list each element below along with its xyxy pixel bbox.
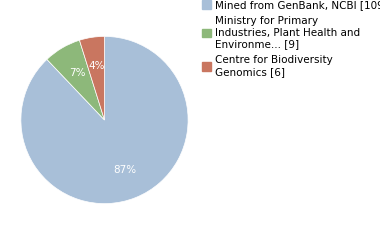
Wedge shape <box>21 36 188 204</box>
Text: 4%: 4% <box>88 61 105 71</box>
Legend: Mined from GenBank, NCBI [109], Ministry for Primary
Industries, Plant Health an: Mined from GenBank, NCBI [109], Ministry… <box>202 0 380 77</box>
Text: 87%: 87% <box>113 165 136 175</box>
Text: 7%: 7% <box>69 68 85 78</box>
Wedge shape <box>47 40 105 120</box>
Wedge shape <box>79 36 105 120</box>
